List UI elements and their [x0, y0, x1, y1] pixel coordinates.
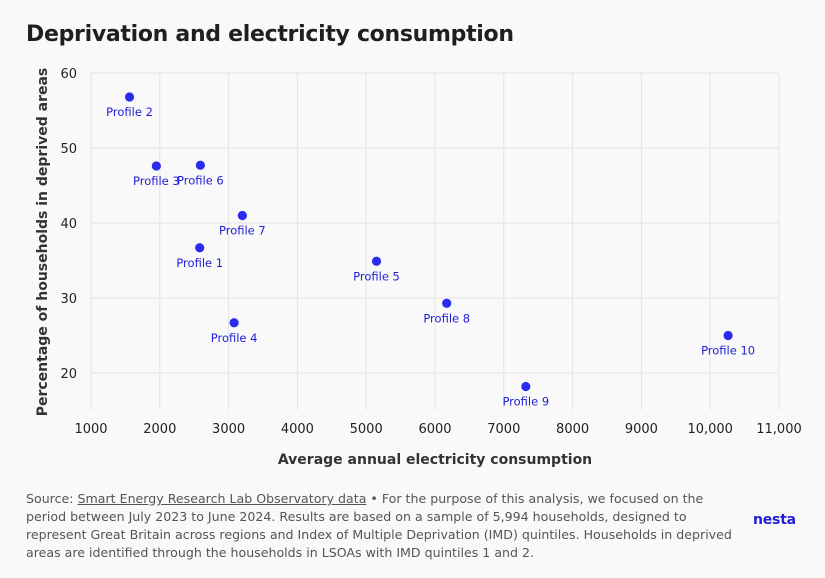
footnote-body: • For the purpose of this analysis, we f… [26, 491, 732, 560]
scatter-chart: 1000 2000 3000 4000 5000 6000 7000 8000 9000 10,0… [35, 67, 802, 468]
footnote: Source: Smart Energy Research Lab Observ… [26, 490, 746, 562]
data-point-label: Profile 2 [106, 105, 153, 119]
x-tick-label: 5000 [350, 422, 383, 437]
data-point-label: Profile 9 [502, 395, 549, 409]
data-point [723, 330, 733, 341]
data-point [195, 160, 205, 170]
data-point-label: Profile 5 [353, 269, 400, 283]
x-tick-label: 2000 [143, 422, 176, 437]
x-tick-label: 8000 [556, 422, 589, 437]
y-tick-label: 40 [60, 217, 77, 232]
data-point-label: Profile 3 [133, 174, 180, 188]
data-point [237, 210, 247, 221]
y-tick-label: 20 [60, 367, 77, 382]
x-tick-label: 1000 [74, 422, 107, 437]
data-point [521, 381, 531, 392]
y-tick-label: 50 [60, 142, 77, 157]
data-point [371, 256, 382, 266]
y-tick-label: 30 [60, 292, 77, 307]
y-axis-label: Percentage of households in deprived are… [35, 68, 51, 417]
data-point [151, 161, 161, 171]
data-point-label: Profile 1 [176, 256, 223, 270]
x-tick-label: 7000 [487, 422, 520, 437]
data-point-label: Profile 6 [177, 173, 224, 187]
x-axis-label: Average annual electricity consumption [278, 452, 592, 468]
y-tick-label: 60 [60, 67, 77, 82]
x-tick-label: 9000 [625, 422, 658, 437]
x-tick-label: 4000 [281, 422, 314, 437]
nesta-logo: nesta [753, 512, 796, 528]
data-point [229, 318, 239, 328]
x-tick-label: 10,000 [687, 422, 733, 437]
data-point-label: Profile 10 [701, 344, 755, 358]
footnote-prefix: Source: [26, 491, 78, 506]
data-point-label: Profile 4 [211, 331, 258, 345]
data-point [124, 92, 135, 102]
data-point-label: Profile 8 [423, 311, 470, 325]
data-point-label: Profile 7 [219, 224, 266, 238]
data-point [195, 243, 205, 253]
chart-title: Deprivation and electricity consumption [26, 22, 514, 47]
x-tick-label: 6000 [418, 422, 451, 437]
x-tick-label: 3000 [212, 422, 245, 437]
source-link[interactable]: Smart Energy Research Lab Observatory da… [77, 491, 367, 506]
x-tick-label: 11,000 [756, 422, 802, 437]
data-point [442, 298, 452, 308]
